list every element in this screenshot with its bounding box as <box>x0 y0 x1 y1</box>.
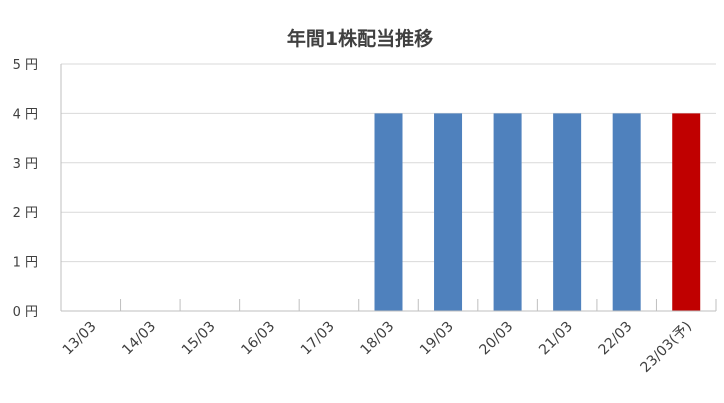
x-tick-label: 22/03 <box>596 319 636 359</box>
bar-1903 <box>434 113 463 312</box>
y-tick-label: 2 円 <box>13 206 38 221</box>
x-tick-labels: 13/03 14/03 15/03 16/03 17/03 18/03 19/03 20/03… <box>60 319 695 376</box>
x-tick-label: 13/03 <box>60 319 100 359</box>
x-tick-label: 21/03 <box>536 319 576 359</box>
bar-2003 <box>493 113 522 312</box>
x-tick-label: 23/03(予) <box>638 319 695 376</box>
chart-title: 年間1株配当推移 <box>287 27 433 50</box>
y-tick-label: 0 円 <box>13 305 38 320</box>
axes <box>60 64 717 312</box>
y-tick-label: 1 円 <box>13 256 38 271</box>
x-tick-label: 18/03 <box>357 319 397 359</box>
y-tick-label: 4 円 <box>13 107 38 122</box>
y-tick-label: 3 円 <box>13 157 38 172</box>
bar-2203 <box>612 113 641 312</box>
x-tick-label: 16/03 <box>238 319 278 359</box>
bar-2303 <box>672 113 701 312</box>
bars <box>374 113 701 312</box>
bar-1803 <box>374 113 403 312</box>
x-tick-label: 14/03 <box>119 319 159 359</box>
x-tick-label: 20/03 <box>477 319 517 359</box>
y-tick-labels: 0 円 1 円 2 円 3 円 4 円 5 円 <box>13 58 38 320</box>
x-tick-label: 15/03 <box>179 319 219 359</box>
y-tick-label: 5 円 <box>13 58 38 73</box>
x-tick-label: 19/03 <box>417 319 457 359</box>
bar-2103 <box>553 113 582 312</box>
x-tick-label: 17/03 <box>298 319 338 359</box>
